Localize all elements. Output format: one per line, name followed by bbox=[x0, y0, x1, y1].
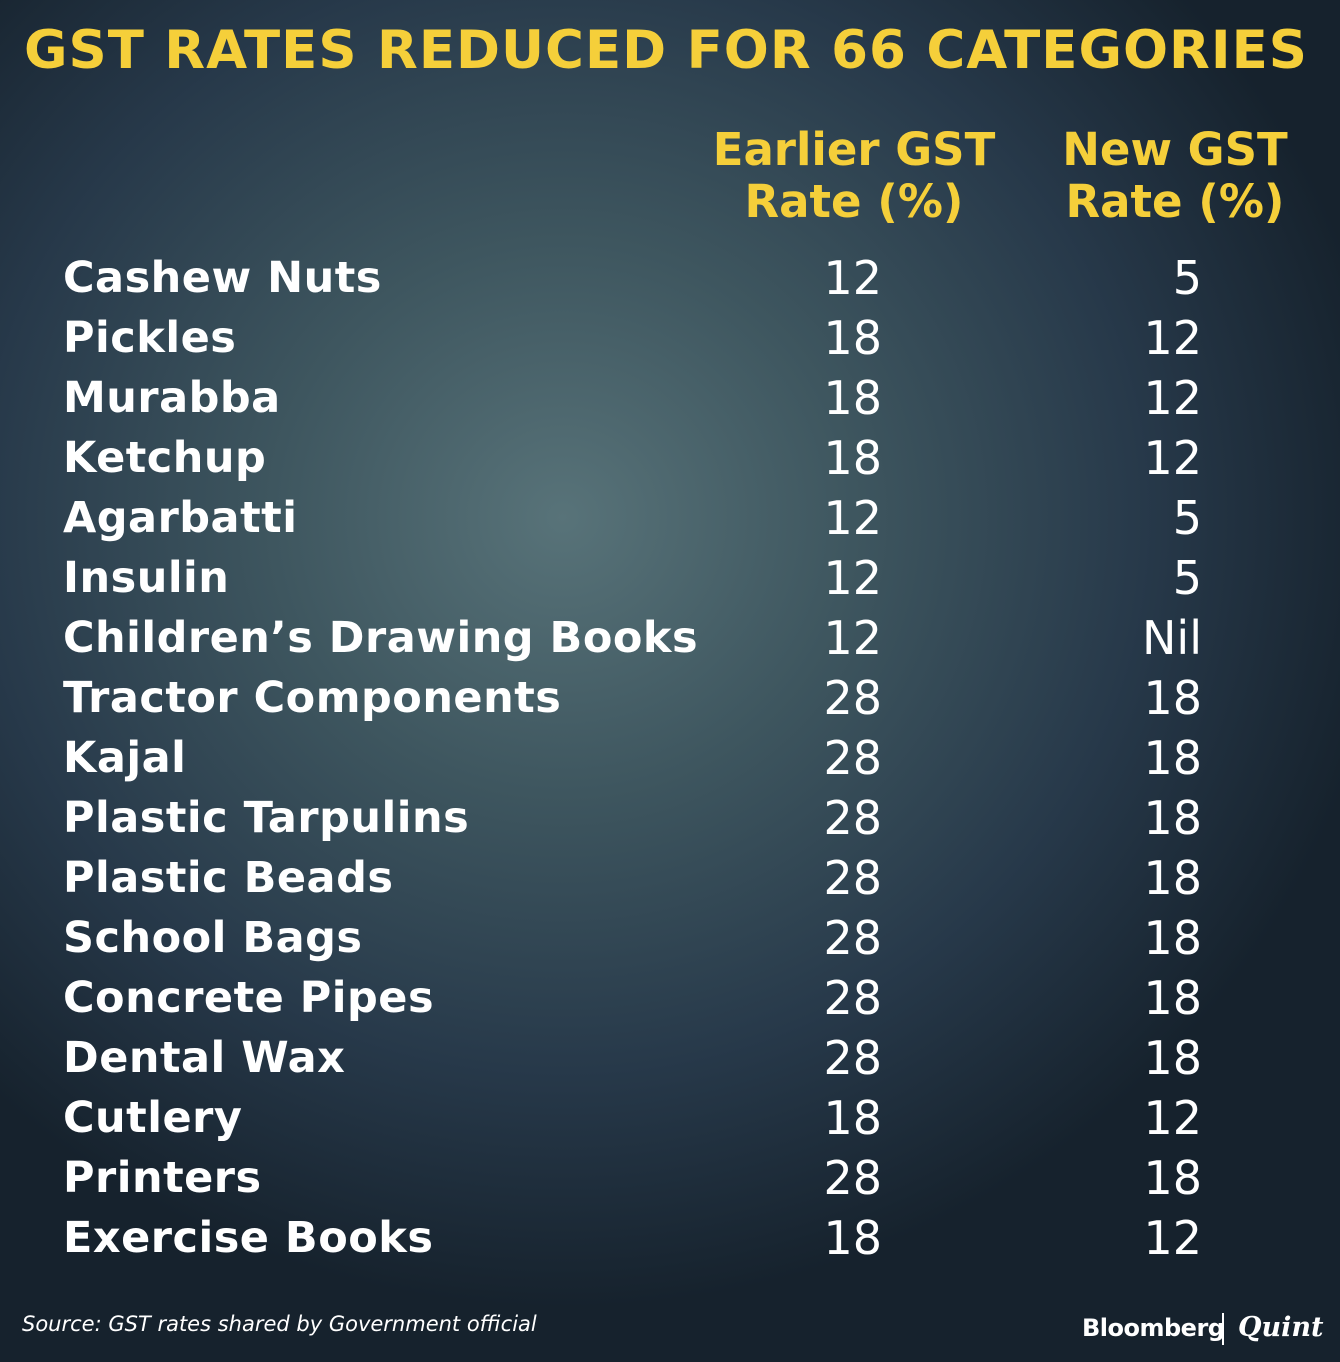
column-header-earlier-line1: Earlier GST bbox=[712, 123, 996, 176]
table-row: Children’s Drawing Books 12 Nil bbox=[0, 608, 1340, 668]
new-rate-value: 18 bbox=[1143, 851, 1202, 905]
new-rate-value: 5 bbox=[1172, 251, 1202, 305]
new-rate-value: 18 bbox=[1143, 911, 1202, 965]
source-note: Source: GST rates shared by Government o… bbox=[22, 1312, 537, 1336]
table-row: Exercise Books 18 12 bbox=[0, 1208, 1340, 1268]
earlier-rate-value: 12 bbox=[823, 251, 882, 305]
item-name: Pickles bbox=[63, 313, 237, 363]
table-row: Cutlery 18 12 bbox=[0, 1088, 1340, 1148]
item-name: Concrete Pipes bbox=[63, 973, 435, 1023]
earlier-rate-value: 12 bbox=[823, 491, 882, 545]
table-row: Plastic Tarpulins 28 18 bbox=[0, 788, 1340, 848]
new-rate-value: 12 bbox=[1143, 371, 1202, 425]
new-rate-value: 5 bbox=[1172, 491, 1202, 545]
table-row: School Bags 28 18 bbox=[0, 908, 1340, 968]
earlier-rate-value: 12 bbox=[823, 551, 882, 605]
table-row: Dental Wax 28 18 bbox=[0, 1028, 1340, 1088]
item-name: Cashew Nuts bbox=[63, 253, 382, 303]
earlier-rate-value: 28 bbox=[823, 971, 882, 1025]
item-name: Plastic Beads bbox=[63, 853, 394, 903]
earlier-rate-value: 18 bbox=[823, 1091, 882, 1145]
chart-title: GST RATES REDUCED FOR 66 CATEGORIES bbox=[24, 20, 1308, 81]
table-row: Insulin 12 5 bbox=[0, 548, 1340, 608]
earlier-rate-value: 18 bbox=[823, 371, 882, 425]
item-name: Agarbatti bbox=[63, 493, 298, 543]
item-name: Murabba bbox=[63, 373, 281, 423]
earlier-rate-value: 18 bbox=[823, 311, 882, 365]
table-row: Cashew Nuts 12 5 bbox=[0, 248, 1340, 308]
new-rate-value: 5 bbox=[1172, 551, 1202, 605]
table-row: Agarbatti 12 5 bbox=[0, 488, 1340, 548]
item-name: Tractor Components bbox=[63, 673, 562, 723]
new-rate-value: 18 bbox=[1143, 971, 1202, 1025]
column-header-new-line2: Rate (%) bbox=[1065, 175, 1285, 228]
table-row: Plastic Beads 28 18 bbox=[0, 848, 1340, 908]
column-header-new-line1: New GST bbox=[1062, 123, 1288, 176]
new-rate-value: 18 bbox=[1143, 1151, 1202, 1205]
earlier-rate-value: 28 bbox=[823, 1151, 882, 1205]
new-rate-value: 18 bbox=[1143, 1031, 1202, 1085]
item-name: Kajal bbox=[63, 733, 187, 783]
earlier-rate-value: 28 bbox=[823, 911, 882, 965]
table-row: Tractor Components 28 18 bbox=[0, 668, 1340, 728]
quint-logo: Quint bbox=[1238, 1312, 1324, 1343]
new-rate-value: Nil bbox=[1142, 611, 1202, 665]
item-name: Children’s Drawing Books bbox=[63, 613, 699, 663]
rate-table: Cashew Nuts 12 5 Pickles 18 12 Murabba 18 12 Ketc… bbox=[0, 248, 1340, 1268]
item-name: Ketchup bbox=[63, 433, 267, 483]
earlier-rate-value: 28 bbox=[823, 671, 882, 725]
new-rate-value: 18 bbox=[1143, 671, 1202, 725]
item-name: Insulin bbox=[63, 553, 230, 603]
earlier-rate-value: 28 bbox=[823, 791, 882, 845]
table-row: Printers 28 18 bbox=[0, 1148, 1340, 1208]
earlier-rate-value: 28 bbox=[823, 851, 882, 905]
bloomberg-logo: Bloomberg bbox=[1082, 1314, 1225, 1342]
item-name: School Bags bbox=[63, 913, 363, 963]
column-header-earlier-rate: Earlier GST Rate (%) bbox=[704, 124, 1004, 228]
new-rate-value: 12 bbox=[1143, 1091, 1202, 1145]
earlier-rate-value: 28 bbox=[823, 731, 882, 785]
table-row: Pickles 18 12 bbox=[0, 308, 1340, 368]
earlier-rate-value: 28 bbox=[823, 1031, 882, 1085]
table-row: Murabba 18 12 bbox=[0, 368, 1340, 428]
table-row: Ketchup 18 12 bbox=[0, 428, 1340, 488]
new-rate-value: 18 bbox=[1143, 791, 1202, 845]
item-name: Plastic Tarpulins bbox=[63, 793, 470, 843]
earlier-rate-value: 12 bbox=[823, 611, 882, 665]
logo-divider bbox=[1222, 1313, 1224, 1345]
item-name: Exercise Books bbox=[63, 1213, 434, 1263]
item-name: Dental Wax bbox=[63, 1033, 346, 1083]
item-name: Printers bbox=[63, 1153, 262, 1203]
earlier-rate-value: 18 bbox=[823, 1211, 882, 1265]
column-header-new-rate: New GST Rate (%) bbox=[1046, 124, 1304, 228]
new-rate-value: 12 bbox=[1143, 311, 1202, 365]
new-rate-value: 12 bbox=[1143, 1211, 1202, 1265]
earlier-rate-value: 18 bbox=[823, 431, 882, 485]
new-rate-value: 18 bbox=[1143, 731, 1202, 785]
column-header-earlier-line2: Rate (%) bbox=[744, 175, 964, 228]
table-row: Concrete Pipes 28 18 bbox=[0, 968, 1340, 1028]
new-rate-value: 12 bbox=[1143, 431, 1202, 485]
table-row: Kajal 28 18 bbox=[0, 728, 1340, 788]
item-name: Cutlery bbox=[63, 1093, 243, 1143]
